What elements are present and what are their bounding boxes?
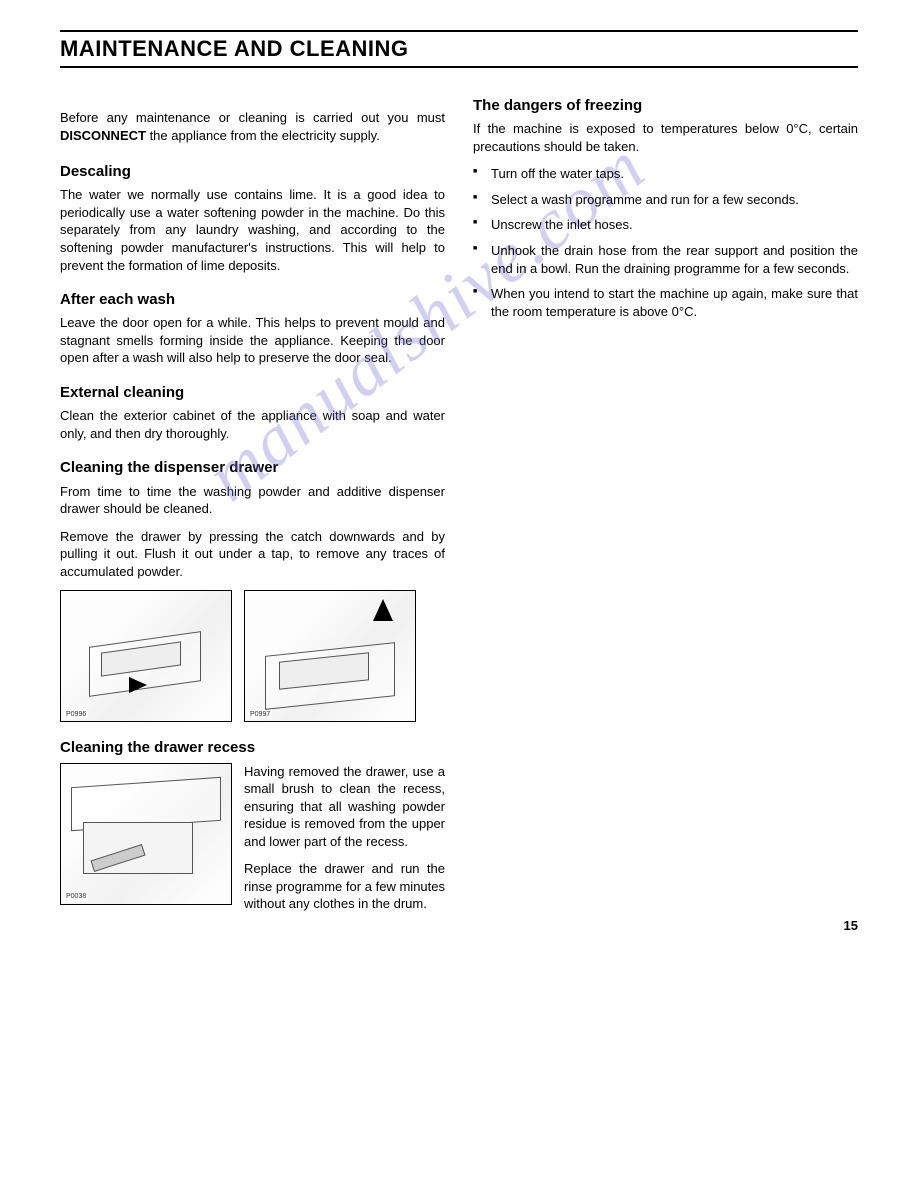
arrow-right-icon — [129, 677, 147, 693]
page-title: MAINTENANCE AND CLEANING — [60, 30, 858, 68]
section-external: External cleaning Clean the exterior cab… — [60, 383, 445, 442]
figure-drawer-remove: P0996 — [60, 590, 232, 722]
fig2-label: P0997 — [248, 710, 272, 719]
freezing-bullet: Turn off the water taps. — [473, 165, 858, 183]
intro-paragraph: Before any maintenance or cleaning is ca… — [60, 109, 445, 144]
page-number: 15 — [844, 918, 858, 933]
external-body: Clean the exterior cabinet of the applia… — [60, 407, 445, 442]
arrow-up-icon — [373, 599, 393, 621]
freezing-bullets: Turn off the water taps. Select a wash p… — [473, 165, 858, 320]
descaling-heading: Descaling — [60, 162, 445, 182]
section-dispenser: Cleaning the dispenser drawer From time … — [60, 458, 445, 722]
freezing-bullet: When you intend to start the machine up … — [473, 285, 858, 320]
right-column: The dangers of freezing If the machine i… — [473, 96, 858, 923]
dispenser-figures: P0996 P0997 — [60, 590, 445, 722]
after-wash-heading: After each wash — [60, 290, 445, 310]
fig3-label: P0038 — [64, 892, 88, 901]
freezing-bullet: Select a wash programme and run for a fe… — [473, 191, 858, 209]
recess-p1: Having removed the drawer, use a small b… — [244, 763, 445, 851]
dispenser-heading: Cleaning the dispenser drawer — [60, 458, 445, 478]
freezing-intro: If the machine is exposed to temperature… — [473, 120, 858, 155]
recess-text: Having removed the drawer, use a small b… — [244, 763, 445, 923]
fig1-label: P0996 — [64, 710, 88, 719]
figure-drawer-lift: P0997 — [244, 590, 416, 722]
intro-text-before: Before any maintenance or cleaning is ca… — [60, 110, 445, 125]
content-columns: Before any maintenance or cleaning is ca… — [60, 96, 858, 923]
section-freezing: The dangers of freezing If the machine i… — [473, 96, 858, 320]
figure-recess: P0038 — [60, 763, 232, 905]
intro-text-after: the appliance from the electricity suppl… — [146, 128, 380, 143]
freezing-bullet: Unhook the drain hose from the rear supp… — [473, 242, 858, 277]
section-after-wash: After each wash Leave the door open for … — [60, 290, 445, 367]
section-recess: Cleaning the drawer recess P0038 Having … — [60, 738, 445, 923]
recess-heading: Cleaning the drawer recess — [60, 738, 445, 758]
freezing-heading: The dangers of freezing — [473, 96, 858, 116]
external-heading: External cleaning — [60, 383, 445, 403]
dispenser-p1: From time to time the washing powder and… — [60, 483, 445, 518]
after-wash-body: Leave the door open for a while. This he… — [60, 314, 445, 367]
freezing-bullet: Unscrew the inlet hoses. — [473, 216, 858, 234]
descaling-body: The water we normally use contains lime.… — [60, 186, 445, 274]
intro-bold: DISCONNECT — [60, 128, 146, 143]
left-column: Before any maintenance or cleaning is ca… — [60, 96, 445, 923]
recess-p2: Replace the drawer and run the rinse pro… — [244, 860, 445, 913]
dispenser-p2: Remove the drawer by pressing the catch … — [60, 528, 445, 581]
section-descaling: Descaling The water we normally use cont… — [60, 162, 445, 274]
